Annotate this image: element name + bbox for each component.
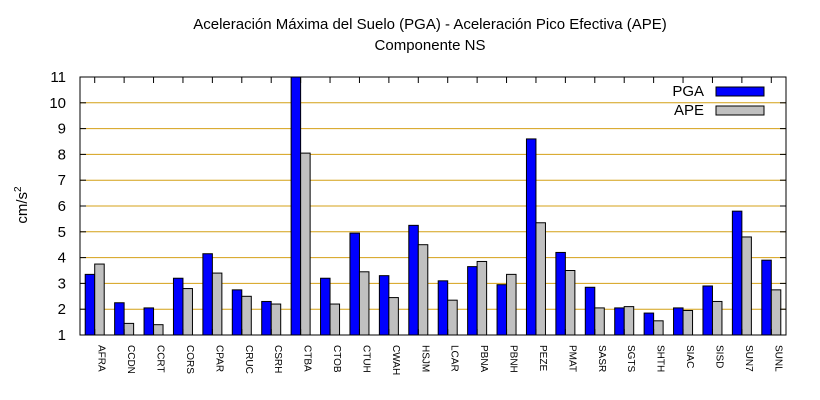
bar-pga-pmat: [555, 251, 566, 336]
legend-swatch-ape: [715, 105, 765, 116]
y-tick-label: 6: [58, 198, 66, 215]
bar-ape-cruc: [241, 295, 252, 336]
bar-pga-sunl: [761, 259, 772, 336]
bar-ape-ccdn: [123, 322, 135, 336]
y-tick-label: 1: [58, 327, 66, 344]
x-tick-label: HSJM: [419, 345, 430, 372]
x-tick-label: CWAH: [390, 345, 401, 375]
bar-ape-afra: [94, 263, 105, 336]
bar-ape-ctuh: [358, 271, 370, 336]
x-tick-label: SUNL: [772, 345, 783, 372]
y-tick-label: 11: [50, 69, 66, 86]
bar-ape-ccrt: [153, 324, 164, 336]
bar-ape-pbna: [476, 260, 488, 336]
bar-ape-cpar: [211, 272, 223, 336]
x-tick-label: SUN7: [743, 345, 754, 372]
bar-pga-sun7: [731, 210, 743, 336]
x-tick-label: SIAC: [684, 345, 695, 368]
x-tick-label: LCAR: [449, 345, 460, 372]
legend-label-pga: PGA: [672, 83, 704, 100]
x-tick-label: CRUC: [243, 345, 254, 374]
bar-ape-ctob: [329, 303, 341, 336]
bar-ape-peze: [535, 222, 546, 336]
chart-title: Aceleración Máxima del Suelo (PGA) - Ace…: [193, 16, 667, 33]
y-tick-label: 8: [58, 146, 66, 163]
x-tick-label: CTBA: [302, 345, 313, 372]
bar-ape-csrh: [270, 303, 282, 336]
y-axis-ticks: 1 2 3 4 5 6 7 8 9 10 11: [49, 69, 786, 344]
bar-ape-shth: [653, 320, 664, 336]
x-axis-ticks: AFRA CCDN CCRT CORS CPAR CRUC CSRH CTBA CTOB CTUH…: [94, 77, 783, 375]
y-tick-label: 10: [49, 95, 66, 112]
x-tick-label: CORS: [184, 345, 195, 374]
bar-pga-ctob: [320, 277, 331, 336]
bar-pga-ccdn: [114, 302, 125, 336]
legend-swatch-pga: [715, 86, 765, 97]
x-tick-label: CTUH: [360, 345, 371, 373]
x-tick-label: SASR: [596, 345, 607, 372]
x-tick-label: CSRH: [272, 345, 283, 373]
legend-label-ape: APE: [674, 102, 704, 119]
bar-ape-sunl: [770, 289, 782, 336]
y-tick-label: 5: [58, 224, 66, 241]
grid-lines: [80, 102, 786, 310]
bar-pga-ctuh: [349, 232, 360, 336]
x-tick-label: AFRA: [96, 345, 107, 372]
legend: PGA APE: [672, 83, 765, 119]
y-tick-label: 7: [58, 172, 66, 189]
bar-ape-pmat: [564, 270, 576, 336]
bar-pga-cors: [172, 277, 184, 336]
bar-pga-siac: [673, 307, 684, 336]
bar-pga-pbna: [467, 266, 478, 336]
bar-ape-sasr: [594, 307, 605, 336]
bar-pga-cpar: [202, 253, 213, 336]
x-tick-label: CPAR: [213, 345, 224, 372]
bar-ape-pbnh: [506, 273, 517, 336]
bar-pga-peze: [525, 138, 537, 336]
bar-ape-sun7: [741, 236, 752, 336]
y-tick-label: 2: [58, 301, 66, 318]
x-tick-label: PBNA: [478, 345, 489, 373]
bar-pga-cwah: [378, 275, 390, 336]
bar-pga-pbnh: [496, 284, 508, 336]
bar-ape-sisd: [711, 300, 723, 336]
x-tick-label: PMAT: [566, 345, 577, 372]
bar-ape-cors: [182, 288, 193, 336]
bar-pga-shth: [643, 312, 655, 336]
x-tick-label: CCRT: [155, 345, 166, 373]
bar-pga-ccrt: [143, 307, 155, 336]
chart-subtitle: Componente NS: [374, 37, 486, 54]
y-tick-label: 3: [58, 275, 66, 292]
bar-ape-ctba: [300, 152, 311, 336]
bar-pga-lcar: [437, 280, 449, 336]
bar-pga-sgts: [614, 307, 625, 336]
bar-pga-cruc: [231, 289, 243, 336]
x-tick-label: PEZE: [537, 345, 548, 371]
x-tick-label: SISD: [713, 345, 724, 368]
bar-ape-hsjm: [417, 244, 429, 336]
bar-ape-cwah: [388, 297, 399, 336]
bar-pga-afra: [84, 273, 96, 336]
x-tick-label: CTOB: [331, 345, 342, 373]
bar-ape-lcar: [447, 299, 458, 336]
x-tick-label: CCDN: [125, 345, 136, 374]
y-tick-label: 9: [58, 121, 66, 138]
y-tick-label: 4: [58, 250, 66, 267]
bar-pga-ctba: [290, 76, 302, 336]
bar-pga-sasr: [584, 286, 596, 336]
x-tick-label: PBNH: [508, 345, 519, 373]
x-tick-label: SGTS: [625, 345, 636, 373]
bar-ape-sgts: [623, 306, 635, 336]
x-tick-label: SHTH: [655, 345, 666, 372]
bar-ape-siac: [682, 309, 694, 336]
bar-pga-csrh: [261, 300, 272, 336]
bar-pga-hsjm: [408, 224, 419, 336]
bar-pga-sisd: [702, 285, 713, 336]
